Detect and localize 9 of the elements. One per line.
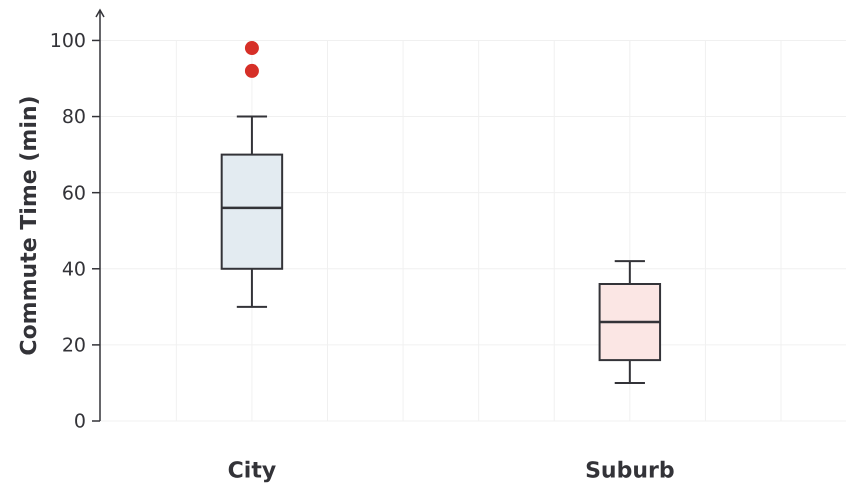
y-tick-label: 20 xyxy=(62,334,86,357)
y-tick-label: 0 xyxy=(74,410,86,433)
y-axis-title: Commute Time (min) xyxy=(17,95,42,356)
x-tick-label: Suburb xyxy=(585,458,675,484)
y-tick-label: 80 xyxy=(62,106,86,128)
y-tick-label: 100 xyxy=(50,30,86,52)
y-tick-label: 60 xyxy=(62,182,86,204)
x-tick-label: City xyxy=(228,458,276,484)
y-tick-label: 40 xyxy=(62,258,86,280)
